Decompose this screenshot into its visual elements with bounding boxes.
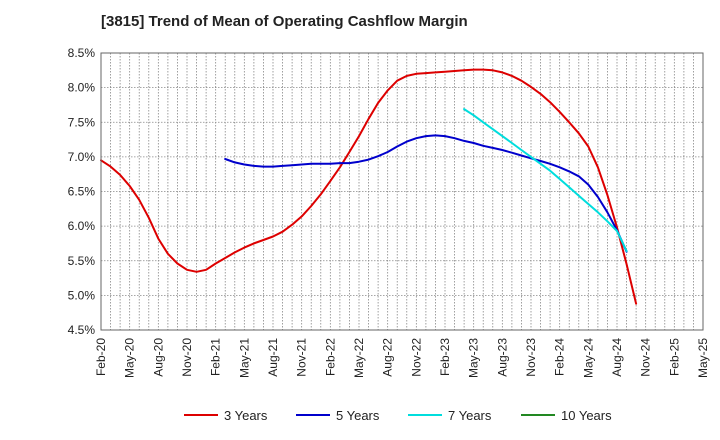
x-tick-label: Aug-24 — [610, 338, 624, 377]
x-tick-label: May-21 — [237, 338, 251, 378]
legend-label: 10 Years — [561, 408, 612, 423]
x-tick-label: Feb-23 — [438, 338, 452, 376]
x-tick-label: Feb-24 — [553, 338, 567, 376]
x-tick-label: Feb-20 — [94, 338, 108, 376]
y-tick-label: 5.5% — [68, 254, 96, 268]
series-line-7-years — [463, 108, 628, 253]
grid — [101, 52, 703, 331]
chart-title: [3815] Trend of Mean of Operating Cashfl… — [101, 13, 468, 30]
legend: 3 Years 5 Years 7 Years 10 Years — [184, 408, 612, 423]
y-tick-label: 7.5% — [68, 115, 96, 129]
legend-label: 5 Years — [336, 408, 380, 423]
x-tick-label: Feb-25 — [667, 338, 681, 376]
x-tick-label: May-24 — [581, 338, 595, 378]
x-tick-label: Nov-21 — [295, 338, 309, 377]
y-tick-label: 8.5% — [68, 46, 96, 60]
legend-label: 7 Years — [448, 408, 492, 423]
y-tick-label: 6.0% — [68, 219, 96, 233]
x-tick-label: Aug-21 — [266, 338, 280, 377]
y-tick-label: 7.0% — [68, 150, 96, 164]
x-tick-label: Feb-21 — [209, 338, 223, 376]
x-tick-label: Aug-22 — [381, 338, 395, 377]
y-tick-label: 8.0% — [68, 81, 96, 95]
x-tick-label: May-20 — [123, 338, 137, 378]
legend-label: 3 Years — [224, 408, 268, 423]
x-axis-tick-labels: Feb-20 May-20 Aug-20 Nov-20 Feb-21 May-21 Aug-… — [94, 338, 710, 378]
x-tick-label: May-25 — [696, 338, 710, 378]
x-tick-label: Feb-22 — [323, 338, 337, 376]
y-tick-label: 4.5% — [68, 323, 96, 337]
x-tick-label: Nov-22 — [409, 338, 423, 377]
x-tick-label: May-22 — [352, 338, 366, 378]
series-line-5-years — [224, 134, 628, 253]
series-line-3-years — [100, 68, 638, 305]
x-tick-label: Nov-23 — [524, 338, 538, 377]
y-axis-tick-labels: 4.5% 5.0% 5.5% 6.0% 6.5% 7.0% 7.5% 8.0% 8.5% — [68, 46, 96, 337]
y-tick-label: 5.0% — [68, 288, 96, 302]
x-tick-label: Aug-20 — [151, 338, 165, 377]
series-lines — [100, 68, 638, 305]
plot-area-frame — [100, 52, 704, 331]
y-tick-label: 6.5% — [68, 185, 96, 199]
x-tick-label: Nov-20 — [180, 338, 194, 377]
x-tick-label: Nov-24 — [639, 338, 653, 377]
x-tick-label: Aug-23 — [495, 338, 509, 377]
x-tick-label: May-23 — [467, 338, 481, 378]
